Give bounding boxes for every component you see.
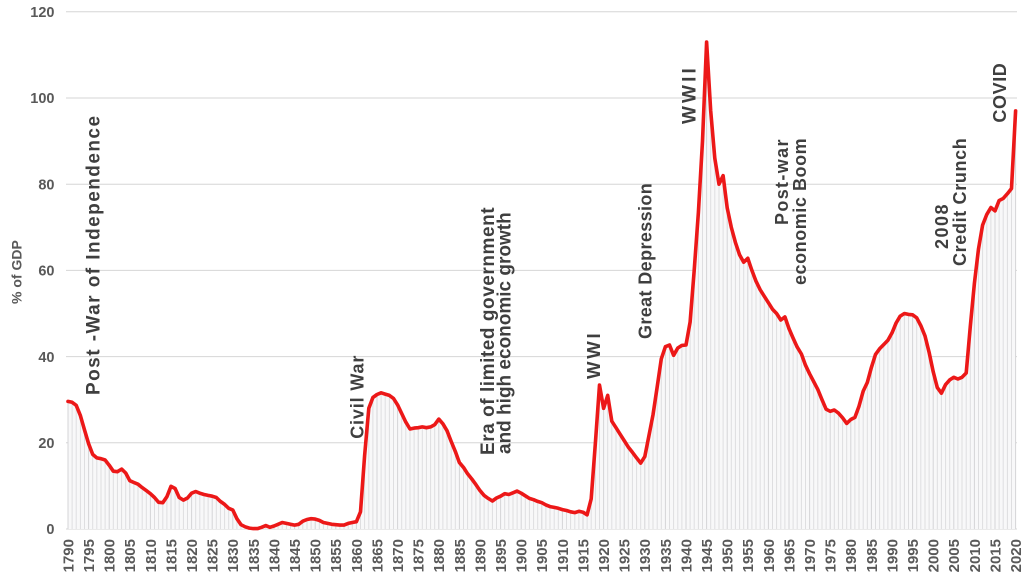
svg-text:1965: 1965: [781, 539, 798, 572]
svg-text:1945: 1945: [699, 539, 716, 572]
svg-text:1900: 1900: [514, 539, 531, 572]
svg-text:economic Boom: economic Boom: [790, 138, 810, 285]
svg-text:1825: 1825: [205, 539, 222, 572]
svg-text:1975: 1975: [823, 539, 840, 572]
svg-text:40: 40: [38, 350, 54, 366]
svg-text:2015: 2015: [987, 539, 1004, 572]
svg-text:1815: 1815: [163, 539, 180, 572]
svg-text:100: 100: [30, 91, 54, 107]
svg-text:1855: 1855: [328, 539, 345, 572]
svg-text:1875: 1875: [411, 539, 428, 572]
svg-text:1865: 1865: [369, 539, 386, 572]
svg-text:1935: 1935: [658, 539, 675, 572]
svg-text:1950: 1950: [720, 539, 737, 572]
svg-text:Era of limited government: Era of limited government: [478, 207, 499, 455]
svg-text:Post-war: Post-war: [772, 138, 792, 225]
svg-text:1955: 1955: [740, 539, 757, 572]
svg-text:1860: 1860: [349, 539, 366, 572]
svg-text:1910: 1910: [555, 539, 572, 572]
svg-text:1820: 1820: [184, 539, 201, 572]
svg-text:1850: 1850: [308, 539, 325, 572]
svg-text:120: 120: [30, 5, 54, 21]
svg-text:1810: 1810: [143, 539, 160, 572]
svg-text:1970: 1970: [802, 539, 819, 572]
svg-text:20: 20: [38, 436, 54, 452]
svg-text:Post -War of Independence: Post -War of Independence: [84, 115, 105, 395]
svg-text:2005: 2005: [946, 539, 963, 572]
svg-text:80: 80: [38, 177, 54, 193]
svg-text:1840: 1840: [266, 539, 283, 572]
svg-text:2020: 2020: [1008, 539, 1024, 572]
svg-text:1925: 1925: [617, 539, 634, 572]
svg-text:1885: 1885: [452, 539, 469, 572]
svg-text:1870: 1870: [390, 539, 407, 572]
svg-text:WWII: WWII: [679, 65, 700, 124]
svg-text:2000: 2000: [926, 539, 943, 572]
svg-text:Civil War: Civil War: [348, 355, 368, 439]
svg-text:2010: 2010: [967, 539, 984, 572]
svg-text:% of GDP: % of GDP: [9, 240, 25, 304]
svg-text:1805: 1805: [122, 539, 139, 572]
svg-text:1920: 1920: [596, 539, 613, 572]
svg-text:60: 60: [38, 264, 54, 280]
svg-text:1890: 1890: [472, 539, 489, 572]
svg-text:1795: 1795: [81, 539, 98, 572]
svg-text:1790: 1790: [60, 539, 77, 572]
svg-text:1985: 1985: [864, 539, 881, 572]
svg-text:1940: 1940: [678, 539, 695, 572]
svg-text:Credit Crunch: Credit Crunch: [950, 138, 970, 266]
svg-text:0: 0: [46, 522, 54, 538]
svg-text:1880: 1880: [431, 539, 448, 572]
svg-text:1845: 1845: [287, 539, 304, 572]
svg-text:1800: 1800: [102, 539, 119, 572]
svg-text:1905: 1905: [534, 539, 551, 572]
svg-text:1990: 1990: [884, 539, 901, 572]
svg-text:1980: 1980: [843, 539, 860, 572]
svg-text:1995: 1995: [905, 539, 922, 572]
svg-text:COVID: COVID: [990, 63, 1010, 123]
svg-text:Great Depression: Great Depression: [636, 183, 656, 339]
svg-text:2008: 2008: [932, 203, 952, 249]
svg-text:1835: 1835: [246, 539, 263, 572]
svg-text:1915: 1915: [575, 539, 592, 572]
svg-text:1895: 1895: [493, 539, 510, 572]
svg-text:and high economic growth: and high economic growth: [494, 212, 515, 454]
svg-text:WWI: WWI: [583, 331, 604, 379]
svg-text:1960: 1960: [761, 539, 778, 572]
svg-text:1930: 1930: [637, 539, 654, 572]
svg-text:1830: 1830: [225, 539, 242, 572]
